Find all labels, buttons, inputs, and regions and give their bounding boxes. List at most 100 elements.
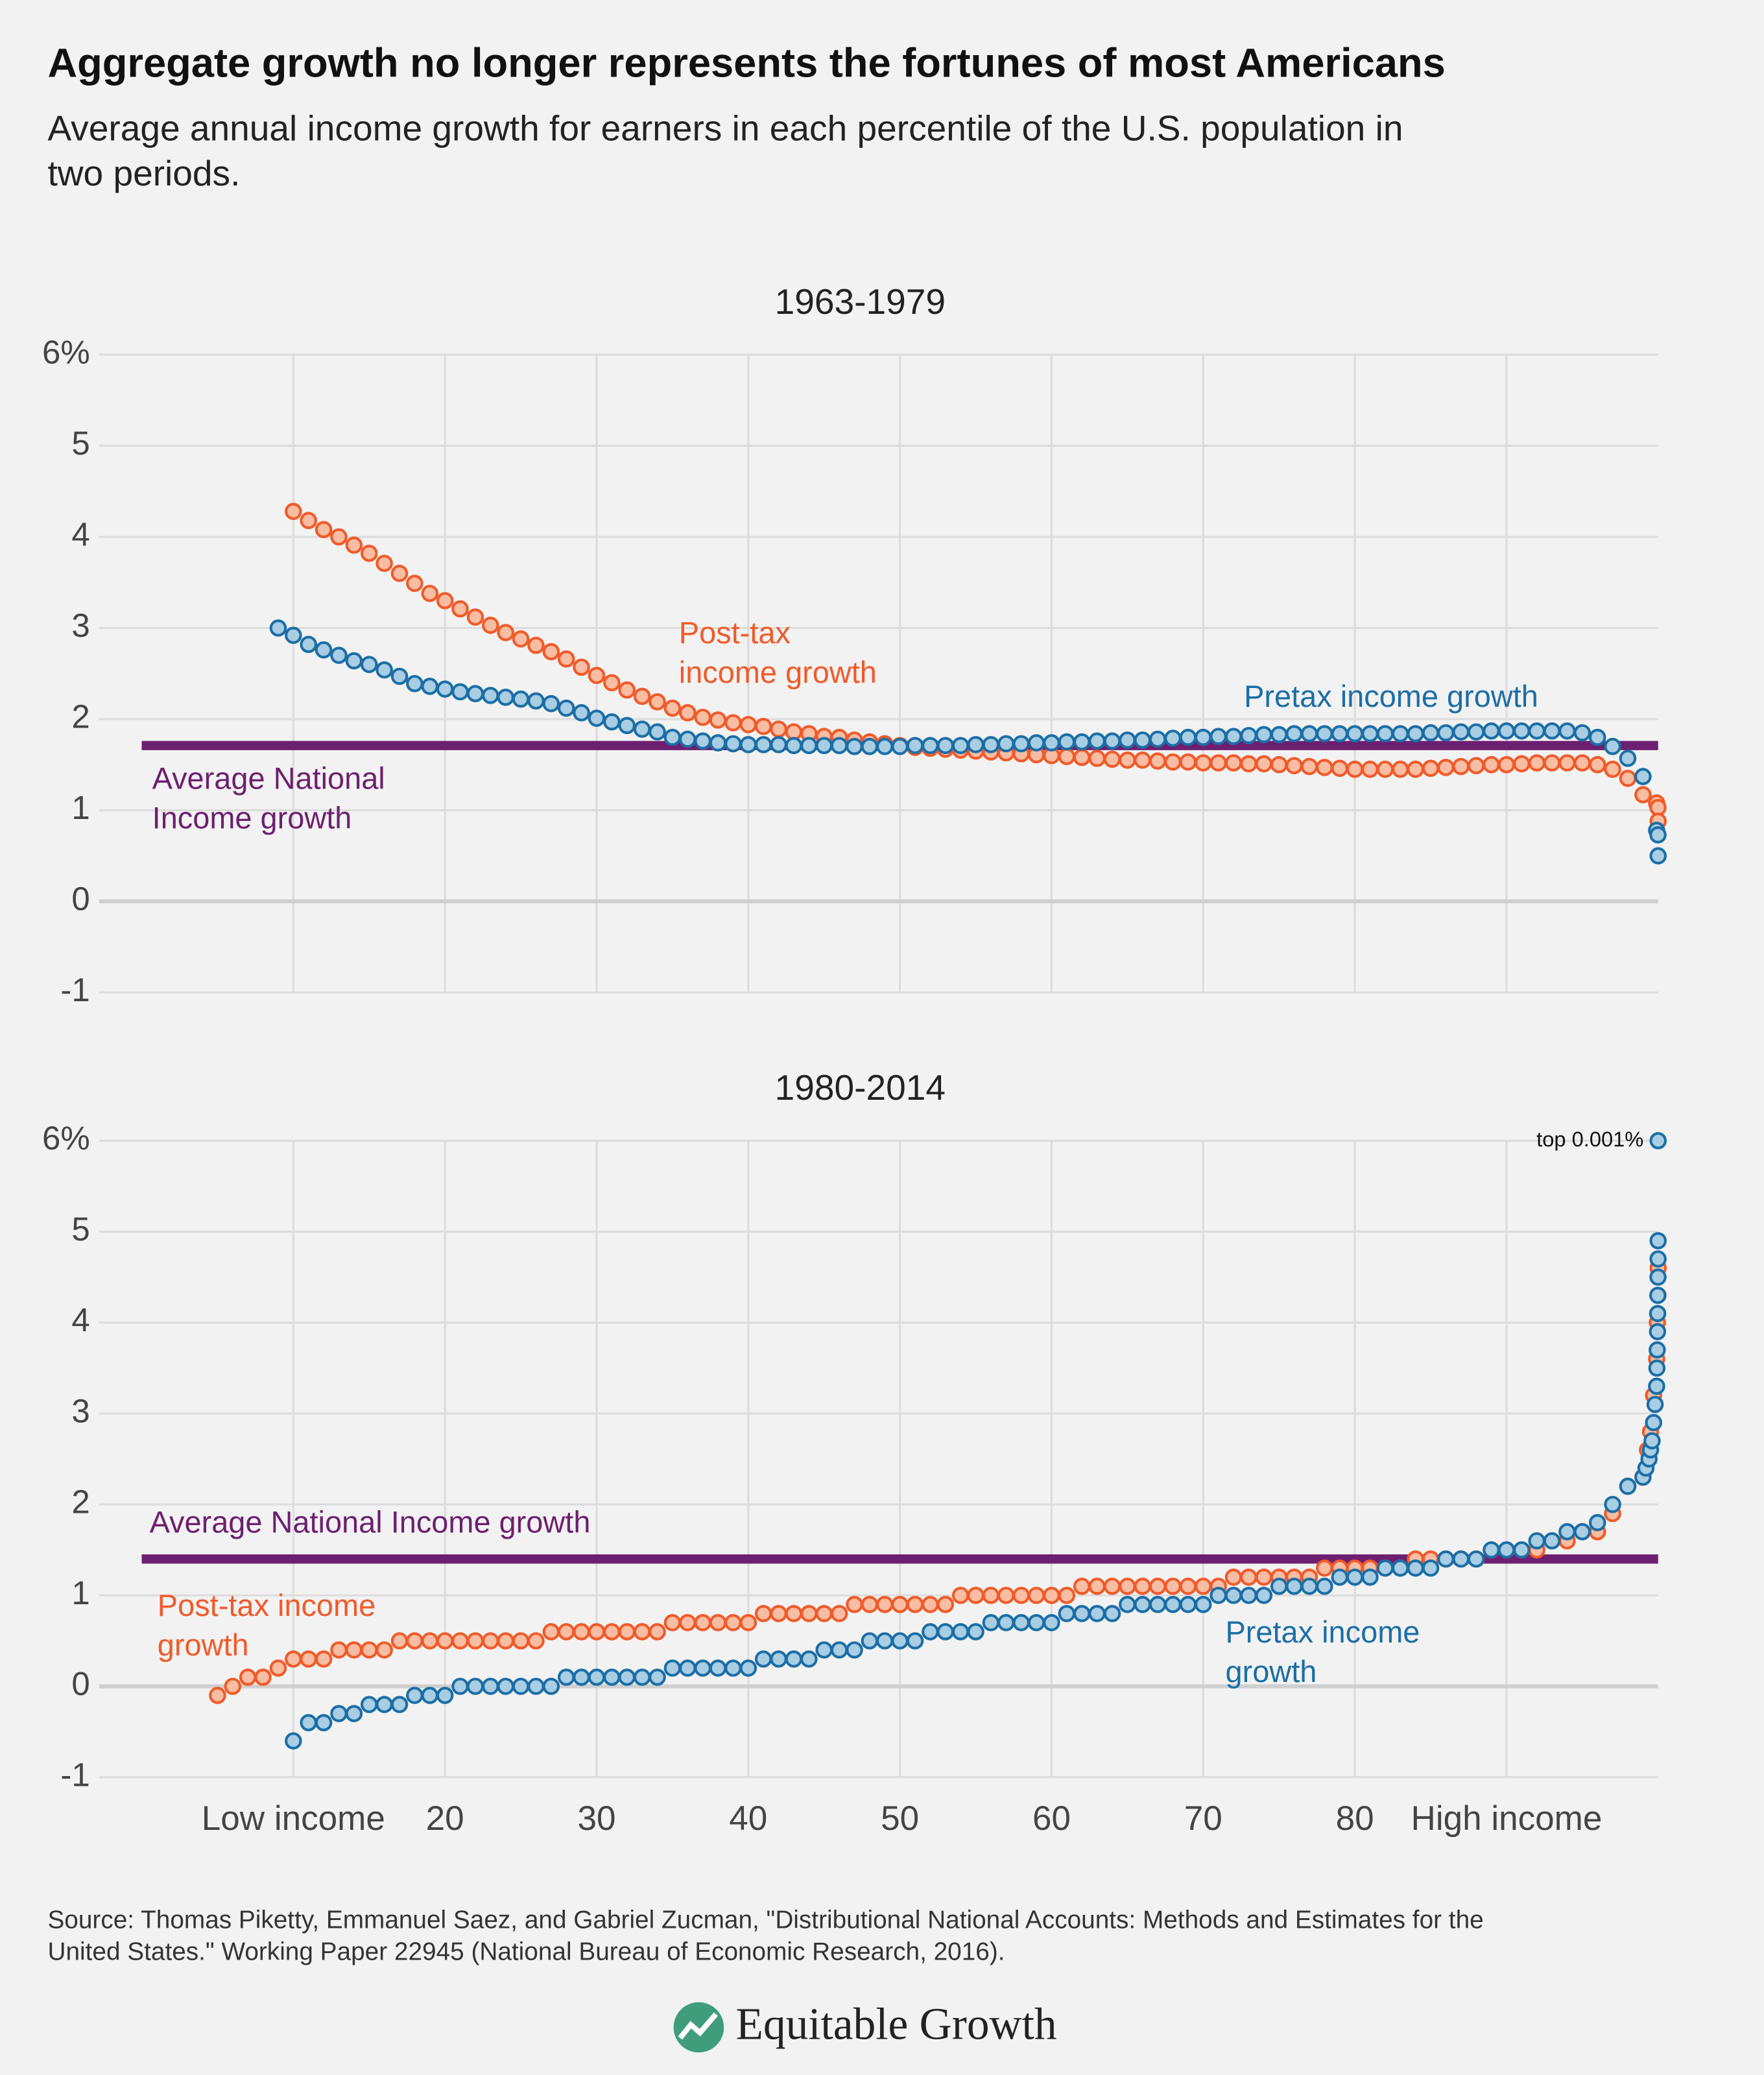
data-point: [861, 737, 879, 755]
data-point: [922, 1596, 939, 1613]
data-point: [876, 1596, 894, 1613]
data-point: [1573, 754, 1591, 772]
data-point: [1300, 1578, 1318, 1595]
data-point: [224, 1678, 242, 1695]
data-point: [830, 737, 848, 755]
data-point: [1134, 731, 1152, 749]
data-point: [1224, 1587, 1243, 1604]
data-point: [330, 1641, 348, 1659]
data-point: [936, 1596, 955, 1613]
data-point: [512, 630, 530, 648]
data-point: [1270, 1578, 1288, 1595]
data-point: [1210, 1587, 1227, 1604]
data-point: [1195, 754, 1212, 772]
data-point: [633, 687, 651, 706]
data-point: [1224, 1569, 1243, 1586]
data-point: [482, 687, 499, 704]
data-point: [542, 694, 560, 713]
average-label: Average National Income growth: [150, 1505, 591, 1539]
data-point: [330, 528, 348, 546]
data-point: [951, 1587, 970, 1604]
data-point: [1300, 757, 1318, 776]
data-point: [1119, 731, 1136, 749]
data-point: [891, 737, 909, 755]
data-point: [1346, 725, 1364, 742]
data-point: [1103, 750, 1121, 768]
data-point: [618, 681, 636, 699]
data-point: [360, 1641, 378, 1659]
logo: Equitable Growth: [673, 1999, 1057, 2053]
data-point: [1043, 1587, 1060, 1604]
data-point: [1210, 754, 1227, 772]
data-point: [936, 737, 955, 755]
data-point: [239, 1668, 257, 1686]
data-point: [1649, 826, 1667, 844]
data-point: [1649, 1323, 1667, 1340]
data-point: [663, 1614, 682, 1631]
data-point: [649, 1623, 666, 1641]
data-point: [1149, 1596, 1167, 1613]
data-point: [285, 626, 302, 645]
data-point: [1058, 733, 1076, 751]
data-point: [345, 652, 363, 670]
data-point: [466, 1632, 484, 1650]
data-point: [1361, 725, 1379, 742]
data-point: [588, 1668, 606, 1686]
data-point: [1027, 1614, 1045, 1631]
data-point: [649, 1668, 666, 1686]
data-point: [1088, 1578, 1106, 1595]
data-point: [754, 736, 772, 753]
data-point: [967, 1623, 984, 1641]
data-point: [754, 1605, 772, 1622]
data-point: [451, 600, 469, 618]
data-point: [1422, 1559, 1440, 1577]
data-point: [1604, 761, 1621, 778]
data-point: [1604, 737, 1621, 755]
data-point: [406, 1687, 423, 1704]
subtitle: Average annual income growth for earners…: [47, 108, 1403, 148]
source: United States." Working Paper 22945 (Nat…: [47, 1938, 1005, 1965]
data-point: [482, 1632, 499, 1650]
data-point: [573, 704, 590, 722]
y-tick-label: 3: [71, 607, 89, 644]
data-point: [557, 1668, 575, 1686]
data-point: [1255, 1569, 1273, 1586]
data-point: [1437, 724, 1455, 742]
data-point: [785, 1605, 803, 1622]
data-point: [1391, 725, 1409, 742]
subtitle: two periods.: [47, 153, 240, 193]
data-point: [512, 1678, 530, 1695]
data-point: [497, 1632, 514, 1650]
y-tick-label: 4: [71, 516, 89, 552]
data-point: [1149, 1578, 1167, 1595]
data-point: [1437, 759, 1455, 776]
data-point: [1195, 1578, 1212, 1595]
data-point: [466, 685, 484, 702]
data-point: [709, 1614, 727, 1631]
data-point: [436, 680, 454, 698]
y-tick-label: 2: [71, 1484, 89, 1521]
data-point: [1588, 756, 1606, 774]
data-point: [1407, 725, 1424, 742]
data-point: [1649, 1305, 1667, 1322]
data-point: [390, 667, 409, 685]
data-point: [906, 1632, 924, 1650]
y-tick-label: 6%: [42, 1120, 90, 1157]
data-point: [1073, 733, 1091, 751]
data-point: [649, 723, 666, 741]
data-point: [1164, 753, 1182, 771]
series-label: Pretax income: [1226, 1615, 1420, 1649]
data-point: [300, 1650, 317, 1668]
data-point: [1407, 761, 1424, 778]
data-point: [390, 1632, 409, 1650]
data-point: [1361, 1569, 1379, 1586]
data-point: [891, 1596, 909, 1613]
x-tick-label: 20: [426, 1799, 464, 1838]
data-point: [1134, 752, 1152, 769]
data-point: [436, 1687, 454, 1704]
data-point: [451, 683, 469, 701]
data-point: [1528, 754, 1545, 772]
data-point: [739, 1614, 757, 1631]
data-point: [1012, 1587, 1030, 1604]
